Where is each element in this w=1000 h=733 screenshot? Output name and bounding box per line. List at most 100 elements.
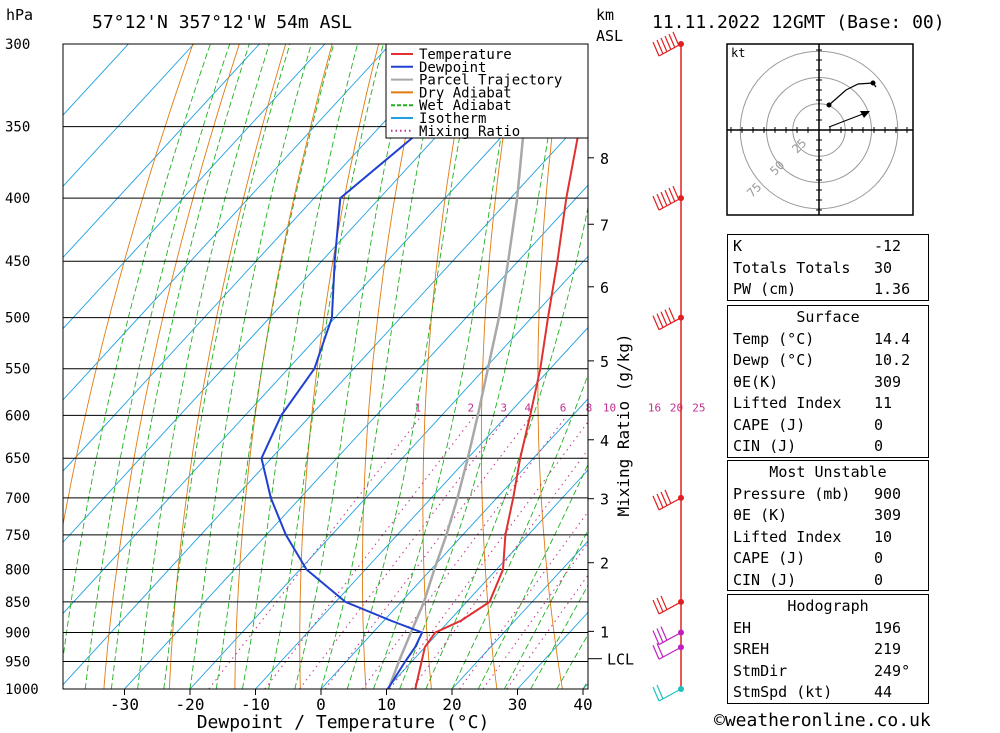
wind-barb-feather [656,493,664,509]
surface-thetae-value: 309 [874,372,902,391]
mixing-ratio-line [208,414,423,689]
km-tick-label: 6 [600,279,609,297]
wet-adiabat-line [320,44,443,689]
isotherm-line [63,44,588,615]
x-tick-label: 20 [442,695,461,714]
k-index-label: K [733,237,743,255]
mixing-ratio-line [389,421,588,689]
dry-adiabat-line [63,44,194,528]
pressure-tick-label: 950 [5,655,30,671]
dry-adiabat-line [103,44,240,689]
k-index-row: K -12 [728,235,928,257]
x-tick-label: 10 [377,695,396,714]
mu-pressure-value: 900 [874,484,902,503]
x-tick-label: 30 [508,695,527,714]
dry-adiabat-line [935,26,1000,689]
mu-row: CIN (J) 0 [728,569,928,591]
wind-barb-feather [656,642,664,658]
wet-adiabat-line [137,44,270,689]
wind-barb-feather [668,33,676,49]
lcl-label: LCL [607,651,634,669]
surface-row: CIN (J) 0 [728,435,928,457]
pressure-tick-label: 300 [5,37,30,53]
dry-adiabat-line [981,26,1000,689]
pressure-tick-label: 750 [5,528,30,544]
wind-barb-shaft [658,197,682,211]
km-tick-label: 7 [600,216,609,234]
mu-title: Most Unstable [728,461,928,483]
mixing-ratio-label: 8 [586,401,593,414]
legend-label: Dewpoint [419,60,486,76]
wind-barb-feather [660,595,668,611]
dry-adiabat-line [537,44,565,689]
pw-value: 1.36 [874,280,911,298]
mu-cin-label: CIN (J) [733,570,797,589]
background-lines [63,26,1000,689]
totals-row: Totals Totals 30 [728,257,928,279]
eh-value: 196 [874,618,902,637]
wet-adiabat-line [163,44,291,689]
wet-adiabat-line [346,44,478,689]
hodo-row: StmDir 249° [728,660,928,682]
parcel-trajectory-line [387,44,536,689]
wind-barb-feather [664,35,672,51]
pressure-tick-label: 600 [5,408,30,424]
mu-cin-value: 0 [874,570,884,589]
mixing-ratio-label: 4 [524,401,531,414]
isotherm-line [63,113,588,686]
wind-barb-shaft [658,317,682,331]
hodo-title-text: Hodograph [787,597,869,615]
wind-barb-feather [656,597,664,613]
hodo-row: StmSpd (kt) 44 [728,681,928,703]
pressure-tick-label: 850 [5,595,30,611]
surface-row: Dewp (°C) 10.2 [728,349,928,371]
stmspd-value: 44 [874,683,893,701]
isotherm-line [63,44,195,187]
wet-adiabat-line [110,44,250,689]
pressure-tick-label: 900 [5,626,30,642]
wind-barb-feather [660,191,668,207]
wet-adiabat-line [215,44,335,689]
legend-label: Temperature [419,47,512,63]
hodograph-point [870,80,876,86]
wet-adiabat-line [241,44,359,689]
isotherm-line [63,44,522,543]
wind-barb-shaft [658,497,682,511]
wind-barb-feather [668,187,676,203]
totals-label: Totals Totals [733,258,851,277]
mu-row: Lifted Index 10 [728,526,928,548]
pressure-tick-label: 700 [5,491,30,507]
isotherm-line [63,44,391,401]
legend-label: Mixing Ratio [419,124,520,140]
surface-dewp-value: 10.2 [874,351,911,369]
km-tick-label: 8 [600,150,609,168]
wet-adiabat-line [451,373,588,689]
wind-barb-feather [652,41,660,57]
surface-cape-label: CAPE (J) [733,415,806,434]
wind-barb-feather [660,37,668,53]
hodograph-panel: Hodograph EH 196 SREH 219 StmDir 249° StmSp… [727,594,929,704]
mixing-ratio-label: 2 [467,401,474,414]
wind-barb-feather [652,599,660,615]
pressure-gridlines [63,43,588,690]
pw-label: PW (cm) [733,280,797,298]
indices-panel: K -12 Totals Totals 30 PW (cm) 1.36 [727,234,929,301]
legend-label: Parcel Trajectory [419,73,562,89]
wind-barb-feather [652,686,660,702]
mixing-ratio-label: 1 [414,401,421,414]
x-tick-label: -10 [241,695,270,714]
mixing-ratio-labels: 1 2 3 4 6 8 10 16 20 25 [414,401,705,414]
wind-barb-feather [668,307,676,322]
wind-barb-feather [660,311,668,326]
wind-barb-feather [672,31,680,47]
sreh-value: 219 [874,640,902,658]
surface-li-value: 11 [874,394,893,412]
isotherm-line [63,44,326,330]
isotherm-line [63,44,260,259]
wind-barb-feather [652,644,660,660]
surface-temp-label: Temp (°C) [733,329,815,348]
dry-adiabat-line [234,44,333,689]
surface-thetae-label: θE(K) [733,372,779,391]
